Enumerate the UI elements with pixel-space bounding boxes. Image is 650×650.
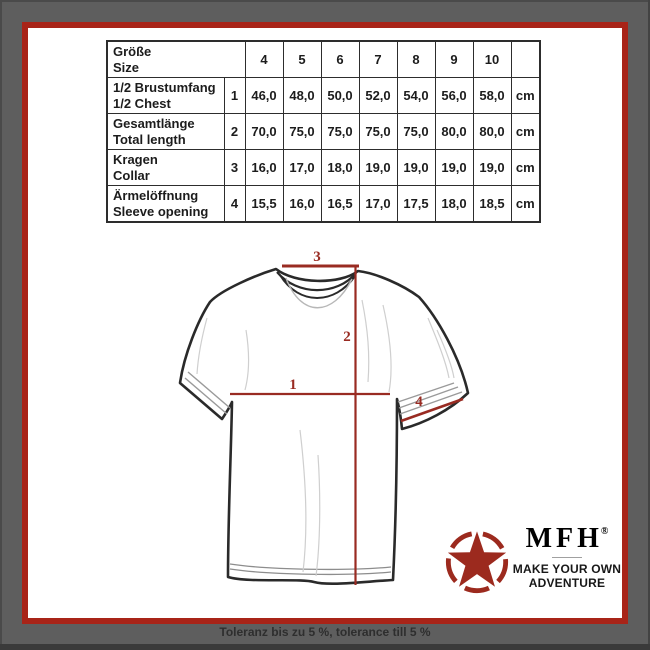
hem-stitch bbox=[229, 568, 392, 576]
hem-stitch bbox=[229, 563, 392, 571]
marker-1-label: 1 bbox=[289, 377, 297, 393]
row-label: Kragen Collar bbox=[106, 149, 225, 186]
measure-line-sleeve bbox=[400, 397, 464, 423]
cuff-stitch bbox=[187, 371, 231, 409]
marker-4-label: 4 bbox=[415, 394, 423, 410]
size-col-header: 4 bbox=[244, 40, 284, 78]
table-header-row: Größe Size 4 5 6 7 8 9 10 bbox=[106, 40, 541, 78]
value-cell: 58,0 bbox=[472, 77, 512, 114]
value-cell: 54,0 bbox=[396, 77, 436, 114]
value-cell: 16,5 bbox=[320, 185, 360, 223]
value-cell: 17,0 bbox=[358, 185, 398, 223]
row-label: 1/2 Brustumfang 1/2 Chest bbox=[106, 77, 225, 114]
value-cell: 75,0 bbox=[320, 113, 360, 150]
mfh-star-icon bbox=[445, 530, 509, 594]
value-cell: 80,0 bbox=[472, 113, 512, 150]
row-marker: 4 bbox=[223, 185, 246, 223]
value-cell: 16,0 bbox=[282, 185, 322, 223]
marker-2-label: 2 bbox=[343, 329, 351, 345]
marker-3-label: 3 bbox=[313, 249, 321, 265]
header-size-label: Größe Size bbox=[106, 40, 246, 78]
collar-shadow-line bbox=[285, 277, 353, 309]
fold-lines bbox=[196, 299, 455, 577]
value-cell: 18,0 bbox=[320, 149, 360, 186]
value-cell: 50,0 bbox=[320, 77, 360, 114]
value-cell: 80,0 bbox=[434, 113, 474, 150]
value-cell: 46,0 bbox=[244, 77, 284, 114]
value-cell: 52,0 bbox=[358, 77, 398, 114]
value-cell: 56,0 bbox=[434, 77, 474, 114]
cuff-stitch bbox=[184, 377, 228, 415]
row-label: Ärmelöffnung Sleeve opening bbox=[106, 185, 225, 223]
size-col-header: 5 bbox=[282, 40, 322, 78]
unit-cell: cm bbox=[510, 185, 541, 223]
value-cell: 17,0 bbox=[282, 149, 322, 186]
value-cell: 19,0 bbox=[472, 149, 512, 186]
value-cell: 75,0 bbox=[358, 113, 398, 150]
registered-mark: ® bbox=[600, 526, 609, 537]
frame-edge-right bbox=[648, 0, 650, 650]
unit-cell: cm bbox=[510, 113, 541, 150]
value-cell: 75,0 bbox=[282, 113, 322, 150]
tshirt-drawing-icon: 3 2 1 4 bbox=[178, 249, 470, 586]
unit-cell: cm bbox=[510, 149, 541, 186]
tagline-line-1: MAKE YOUR OWN bbox=[512, 562, 622, 576]
size-col-header: 9 bbox=[434, 40, 474, 78]
table-row-length: Gesamtlänge Total length 2 70,0 75,0 75,… bbox=[106, 113, 541, 150]
table-row-collar: Kragen Collar 3 16,0 17,0 18,0 19,0 19,0… bbox=[106, 149, 541, 186]
tolerance-note: Toleranz bis zu 5 %, tolerance till 5 % bbox=[219, 625, 431, 639]
value-cell: 18,0 bbox=[434, 185, 474, 223]
mfh-logo-text: MFH® MAKE YOUR OWN ADVENTURE bbox=[503, 517, 631, 590]
table-row-chest: 1/2 Brustumfang 1/2 Chest 1 46,0 48,0 50… bbox=[106, 77, 541, 114]
brand-name: MFH® bbox=[525, 523, 609, 554]
table-row-sleeve: Ärmelöffnung Sleeve opening 4 15,5 16,0 … bbox=[106, 185, 541, 223]
row-marker: 3 bbox=[223, 149, 246, 186]
value-cell: 19,0 bbox=[434, 149, 474, 186]
frame-edge-bottom bbox=[0, 644, 650, 650]
cuff-stitch bbox=[398, 386, 459, 409]
value-cell: 70,0 bbox=[244, 113, 284, 150]
tshirt-diagram: 3 2 1 4 bbox=[160, 238, 480, 594]
cuff-stitch bbox=[399, 391, 463, 415]
size-col-header: 6 bbox=[320, 40, 360, 78]
row-marker: 2 bbox=[223, 113, 246, 150]
value-cell: 15,5 bbox=[244, 185, 284, 223]
value-cell: 17,5 bbox=[396, 185, 436, 223]
size-col-header: 7 bbox=[358, 40, 398, 78]
size-col-header: 10 bbox=[472, 40, 512, 78]
value-cell: 18,5 bbox=[472, 185, 512, 223]
collar-band-line bbox=[276, 271, 357, 292]
size-col-header: 8 bbox=[396, 40, 436, 78]
value-cell: 48,0 bbox=[282, 77, 322, 114]
tagline-line-2: ADVENTURE bbox=[528, 575, 606, 590]
value-cell: 16,0 bbox=[244, 149, 284, 186]
row-marker: 1 bbox=[223, 77, 246, 114]
tshirt-outline bbox=[178, 267, 470, 586]
value-cell: 19,0 bbox=[358, 149, 398, 186]
value-cell: 75,0 bbox=[396, 113, 436, 150]
unit-col-header bbox=[510, 40, 541, 78]
frame-edge-left bbox=[0, 0, 2, 650]
logo-divider bbox=[552, 557, 582, 558]
cuff-stitch bbox=[397, 382, 455, 403]
unit-cell: cm bbox=[510, 77, 541, 114]
row-label: Gesamtlänge Total length bbox=[106, 113, 225, 150]
frame-edge-top bbox=[0, 0, 650, 2]
collar-band-line bbox=[279, 274, 356, 299]
value-cell: 19,0 bbox=[396, 149, 436, 186]
size-table: Größe Size 4 5 6 7 8 9 10 1/2 Brustumfan… bbox=[106, 40, 541, 223]
